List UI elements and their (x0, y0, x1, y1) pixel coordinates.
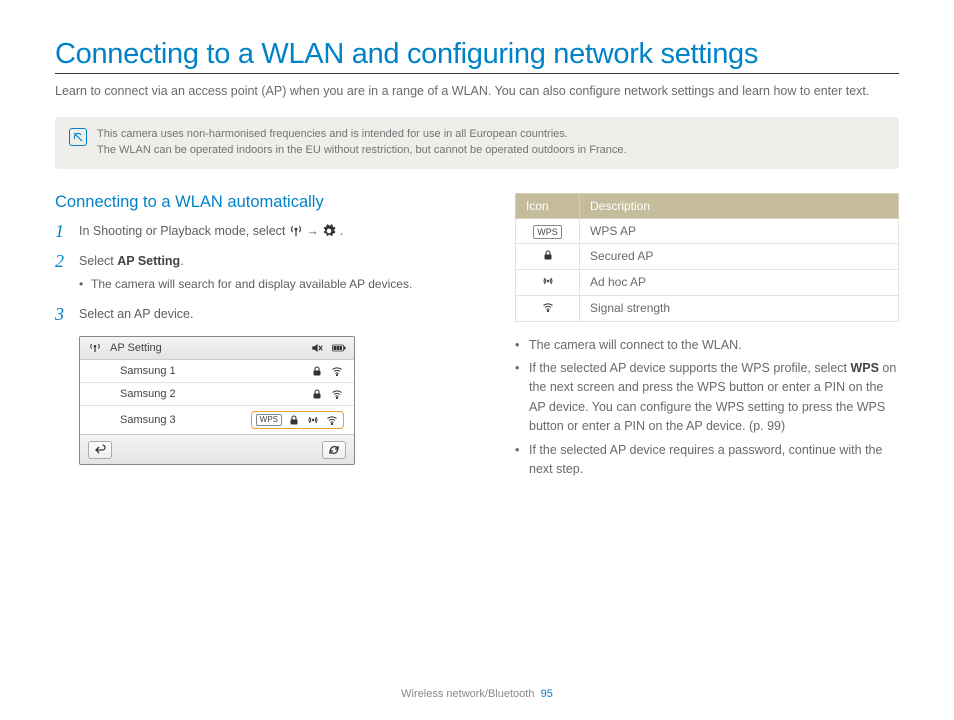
back-button[interactable] (88, 441, 112, 459)
ap-name: Samsung 3 (120, 414, 176, 426)
wifi-icon (325, 414, 339, 426)
ap-panel-footer (80, 434, 354, 464)
bullet-item: If the selected AP device requires a pas… (515, 441, 899, 480)
step-1-period: . (340, 224, 343, 238)
ap-list-item[interactable]: Samsung 2 (80, 383, 354, 406)
antenna-icon (88, 342, 102, 354)
icon-cell (516, 269, 580, 295)
wifi-icon (330, 388, 344, 400)
bullet-2-bold: WPS (850, 361, 878, 375)
gear-icon (322, 224, 336, 238)
adhoc-icon (306, 414, 320, 426)
table-header-icon: Icon (516, 193, 580, 218)
note-icon (69, 128, 87, 146)
table-row: Secured AP (516, 243, 899, 269)
adhoc-icon (541, 276, 555, 290)
bullet-list: The camera will connect to the WLAN. If … (515, 336, 899, 480)
step-2-bold: AP Setting (117, 254, 180, 268)
icon-cell: WPS (516, 218, 580, 243)
section-heading: Connecting to a WLAN automatically (55, 193, 475, 212)
step-2-after: . (180, 254, 183, 268)
refresh-button[interactable] (322, 441, 346, 459)
selected-badge-group: WPS (251, 411, 344, 429)
desc-cell: Signal strength (580, 295, 899, 321)
lock-icon (310, 365, 324, 377)
icon-description-table: Icon Description WPS WPS APSecured APAd h… (515, 193, 899, 322)
wifi-icon (541, 302, 555, 316)
step-1-text: In Shooting or Playback mode, select (79, 224, 289, 238)
step-number: 2 (55, 252, 69, 293)
bullet-item: If the selected AP device supports the W… (515, 359, 899, 437)
note-line-1: This camera uses non-harmonised frequenc… (97, 127, 627, 143)
lock-icon (287, 414, 301, 426)
table-row: Signal strength (516, 295, 899, 321)
bullet-2-before: If the selected AP device supports the W… (529, 361, 850, 375)
mute-icon (310, 342, 324, 354)
step-number: 1 (55, 222, 69, 241)
icon-cell (516, 295, 580, 321)
ap-list-item[interactable]: Samsung 3 WPS (80, 406, 354, 434)
table-row: WPS WPS AP (516, 218, 899, 243)
footer-page-number: 95 (541, 688, 553, 700)
arrow-text: → (306, 224, 322, 238)
wps-badge: WPS (256, 414, 282, 426)
desc-cell: Ad hoc AP (580, 269, 899, 295)
wifi-icon (330, 365, 344, 377)
ap-panel-title: AP Setting (110, 342, 162, 354)
step-2-sub: The camera will search for and display a… (79, 275, 412, 293)
footer-section: Wireless network/Bluetooth (401, 688, 534, 700)
bullet-item: The camera will connect to the WLAN. (515, 336, 899, 355)
desc-cell: WPS AP (580, 218, 899, 243)
ap-name: Samsung 2 (120, 388, 176, 400)
note-box: This camera uses non-harmonised frequenc… (55, 117, 899, 169)
table-row: Ad hoc AP (516, 269, 899, 295)
step-1: 1 In Shooting or Playback mode, select →… (55, 222, 475, 241)
desc-cell: Secured AP (580, 243, 899, 269)
step-2-text: Select (79, 254, 117, 268)
page-title: Connecting to a WLAN and configuring net… (55, 38, 899, 74)
lock-icon (310, 388, 324, 400)
note-text: This camera uses non-harmonised frequenc… (97, 127, 627, 159)
icon-cell (516, 243, 580, 269)
ap-setting-panel: AP Setting Samsung 1 Samsung 2 Samsung 3 WP… (79, 336, 355, 465)
page-footer: Wireless network/Bluetooth 95 (0, 688, 954, 700)
ap-list-item[interactable]: Samsung 1 (80, 360, 354, 383)
antenna-icon (289, 224, 303, 238)
step-3-text: Select an AP device. (79, 305, 193, 324)
step-number: 3 (55, 305, 69, 324)
table-header-desc: Description (580, 193, 899, 218)
note-line-2: The WLAN can be operated indoors in the … (97, 143, 627, 159)
lock-icon (542, 250, 554, 264)
battery-icon (332, 342, 346, 354)
ap-panel-header: AP Setting (80, 337, 354, 360)
step-3: 3 Select an AP device. (55, 305, 475, 324)
step-2: 2 Select AP Setting. The camera will sea… (55, 252, 475, 293)
wps-badge: WPS (533, 225, 562, 239)
intro-text: Learn to connect via an access point (AP… (55, 82, 899, 101)
ap-name: Samsung 1 (120, 365, 176, 377)
